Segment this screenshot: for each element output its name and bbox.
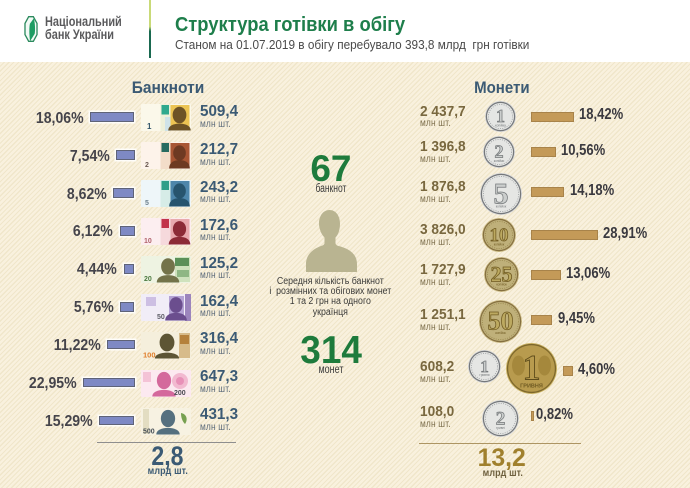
svg-text:копійка: копійка [495,124,506,128]
svg-text:копійки: копійки [494,159,505,163]
svg-text:50: 50 [157,314,165,321]
svg-text:2: 2 [495,142,504,162]
svg-text:копійок: копійок [496,283,507,287]
svg-text:гривня: гривня [479,373,489,377]
svg-text:5: 5 [145,200,149,207]
svg-text:ГРИВНЯ: ГРИВНЯ [520,384,543,390]
svg-text:200: 200 [174,390,186,397]
svg-text:копійок: копійок [496,204,507,208]
svg-text:копійок: копійок [496,331,507,335]
svg-text:копійок: копійок [494,242,505,246]
svg-text:1: 1 [480,357,489,376]
svg-text:100: 100 [143,350,156,359]
svg-text:1: 1 [522,348,540,388]
svg-text:2: 2 [145,162,149,169]
svg-text:2: 2 [496,408,506,429]
svg-text:10: 10 [490,224,509,245]
svg-text:20: 20 [144,276,152,283]
svg-text:25: 25 [490,261,512,286]
svg-text:гривні: гривні [496,426,505,430]
svg-text:5: 5 [494,177,509,210]
svg-text:10: 10 [144,238,152,245]
svg-text:500: 500 [143,428,155,435]
svg-text:1: 1 [147,122,152,131]
svg-text:50: 50 [488,306,514,335]
svg-text:1: 1 [496,106,505,126]
